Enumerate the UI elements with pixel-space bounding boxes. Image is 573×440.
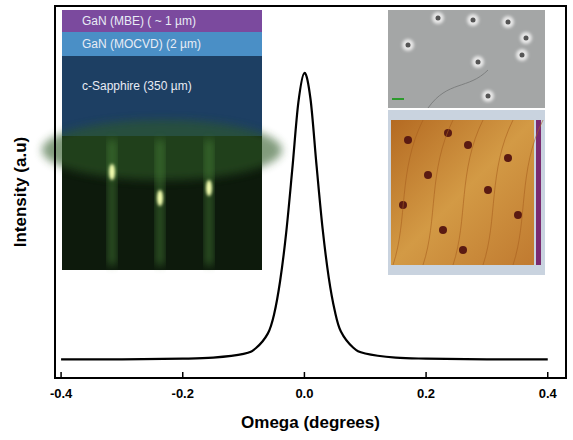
tick-label: -0.4 — [50, 386, 73, 401]
afm-bg — [391, 120, 534, 265]
sem-bg — [388, 10, 545, 108]
sem-pit — [471, 18, 476, 23]
afm-pit — [484, 186, 492, 194]
sem-halo — [432, 12, 444, 24]
afm-step — [423, 120, 453, 265]
layer-label: GaN (MOCVD) (2 µm) — [82, 37, 201, 51]
afm-step — [453, 120, 483, 265]
rheed-spot — [109, 164, 115, 180]
layer-label: GaN (MBE) ( ~ 1 µm) — [82, 14, 196, 28]
afm-pit — [439, 226, 447, 234]
plot-frame — [55, 6, 566, 378]
sem-pit — [486, 94, 491, 99]
layer-mocvd — [62, 32, 262, 56]
chart: -0.4 -0.2 0.0 0.2 0.4 GaN (MBE) ( ~ 1 µm) GaN … — [0, 0, 573, 440]
sem-pit — [436, 16, 441, 21]
afm-colorbar — [536, 120, 541, 265]
afm-pit — [464, 141, 472, 149]
sem-halo — [402, 39, 414, 51]
sem-halo — [520, 32, 532, 44]
afm-pit — [459, 246, 467, 254]
tick-label: 0.0 — [295, 386, 313, 401]
rheed-spot — [157, 190, 163, 206]
afm-pit — [404, 136, 412, 144]
layer-label: c-Sapphire (350 µm) — [82, 79, 192, 93]
afm-step — [483, 120, 513, 265]
afm-step — [513, 120, 543, 265]
layer-mbe — [62, 10, 262, 32]
sem-pit — [506, 20, 511, 25]
sem-halo — [467, 14, 479, 26]
sem-pit — [476, 60, 481, 65]
sem-pit — [520, 53, 525, 58]
afm-pit — [424, 171, 432, 179]
afm-pit — [514, 211, 522, 219]
tick-label: 0.2 — [417, 386, 435, 401]
tick-label: 0.4 — [539, 386, 558, 401]
x-axis-title: Omega (degrees) — [241, 413, 380, 432]
sem-pit — [524, 36, 529, 41]
sem-line — [428, 70, 488, 108]
sem-halo — [472, 56, 484, 68]
sem-pit — [406, 43, 411, 48]
afm-frame — [388, 110, 545, 275]
sem-scale — [392, 98, 404, 100]
rheed — [42, 120, 282, 265]
sem-halo — [516, 49, 528, 61]
sem-halo — [482, 90, 494, 102]
rheed-spot — [206, 180, 212, 196]
sem-halo — [502, 16, 514, 28]
rheed-streak — [109, 140, 115, 265]
y-axis-title: Intensity (a.u) — [11, 137, 30, 248]
tick-label: -0.2 — [172, 386, 194, 401]
afm-pit — [504, 154, 512, 162]
rheed-streak — [157, 140, 163, 265]
rheed-streak — [206, 140, 212, 265]
afm-step — [393, 120, 423, 265]
